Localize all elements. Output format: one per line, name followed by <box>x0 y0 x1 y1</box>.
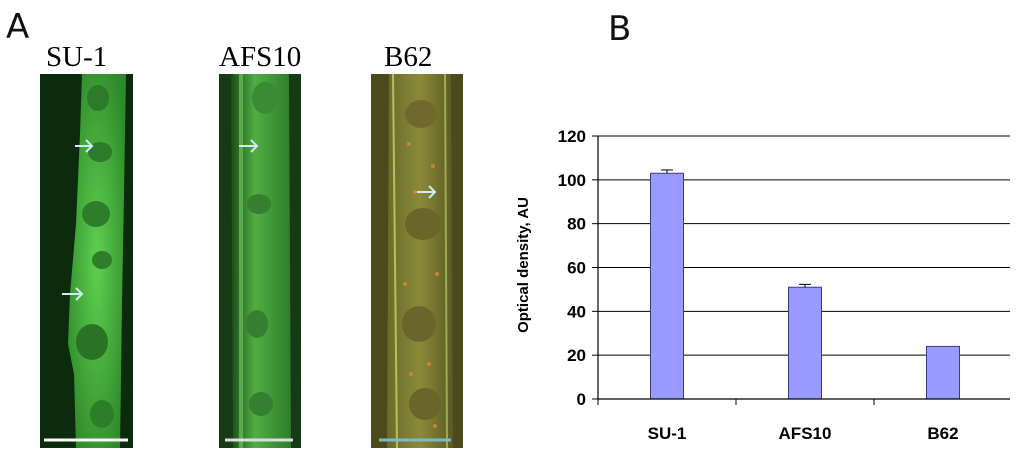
micrograph-su1 <box>40 74 133 448</box>
y-tick-label: 60 <box>567 259 586 278</box>
micrograph-afs10 <box>219 74 301 448</box>
y-tick-label: 80 <box>567 215 586 234</box>
axes <box>592 135 1010 405</box>
bar-afs10 <box>788 286 822 400</box>
y-axis-label: Optical density, AU <box>515 197 532 333</box>
arrow-icon <box>75 139 94 153</box>
x-tick-label: SU-1 <box>648 424 687 443</box>
image-label-b62: B62 <box>384 41 433 73</box>
x-tick-label: AFS10 <box>779 424 832 443</box>
y-tick-label: 120 <box>558 127 586 146</box>
y-tick-label: 0 <box>577 390 586 409</box>
arrow-icon <box>239 139 259 153</box>
y-tick-label: 20 <box>567 346 586 365</box>
arrow-icon <box>62 287 84 301</box>
bar-chart: 0 20 40 60 80 100 120 SU-1 AFS10 B62 Optical dens… <box>515 127 1010 443</box>
bars <box>650 169 960 400</box>
image-label-afs10: AFS10 <box>219 41 302 73</box>
micrograph-b62 <box>371 74 463 448</box>
bar-su-1 <box>650 172 684 400</box>
bar-b62 <box>926 345 960 400</box>
arrow-icon <box>417 185 437 199</box>
y-tick-label: 40 <box>567 302 586 321</box>
image-label-su1: SU-1 <box>46 41 108 73</box>
y-tick-label: 100 <box>558 171 586 190</box>
panel-a-letter: A <box>6 7 30 47</box>
x-tick-label: B62 <box>927 424 958 443</box>
tick-labels: 0 20 40 60 80 100 120 SU-1 AFS10 B62 <box>558 127 959 443</box>
panel-b-letter: B <box>608 9 632 49</box>
